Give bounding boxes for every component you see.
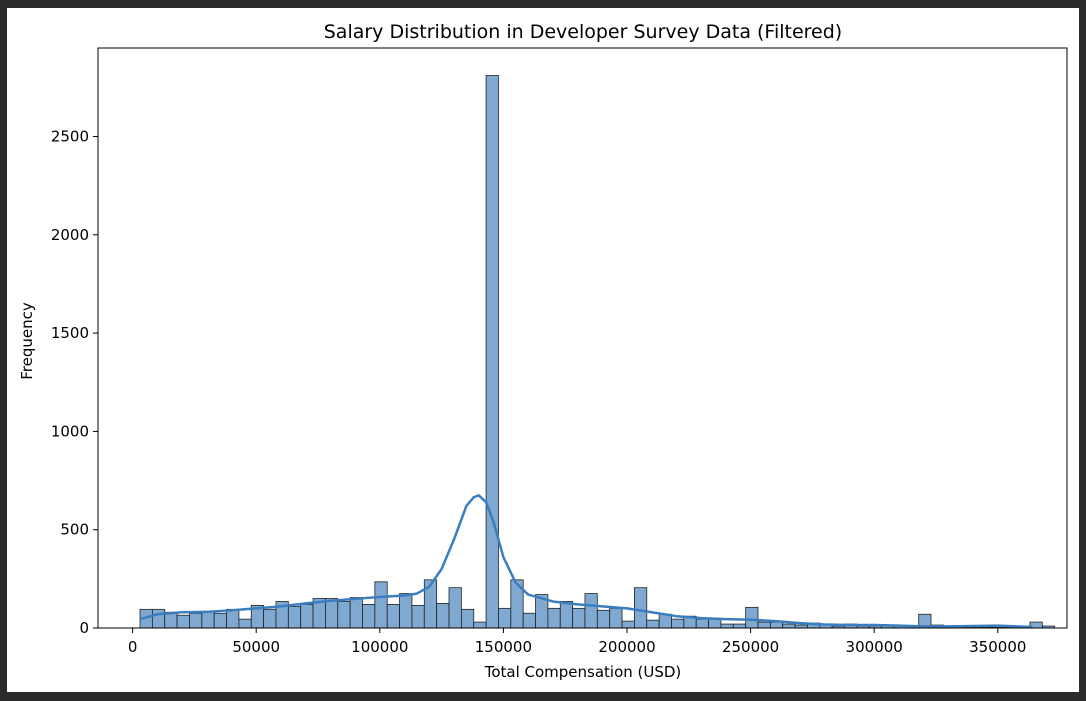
histogram-bar [337, 601, 351, 629]
histogram-bar [473, 621, 487, 629]
histogram-bar [238, 618, 252, 629]
x-tick-label: 300000 [846, 638, 903, 656]
histogram-bar [176, 614, 190, 629]
histogram-bar [287, 605, 302, 629]
histogram-bar [646, 619, 660, 629]
histogram-bar [695, 618, 709, 629]
histogram-bar [300, 604, 314, 629]
histogram-bar [386, 604, 400, 629]
histogram-bar [349, 597, 363, 629]
x-tick-label: 50000 [232, 638, 280, 656]
histogram-bar [226, 608, 240, 629]
histogram-bar [374, 581, 388, 629]
chart-title: Salary Distribution in Developer Survey … [324, 21, 842, 43]
histogram-bar [621, 620, 635, 629]
kde-line [139, 494, 1033, 629]
chart-frame: Salary Distribution in Developer Survey … [7, 8, 1079, 692]
histogram-bar [596, 609, 611, 629]
histogram-bar [189, 612, 203, 629]
x-axis-label: Total Compensation (USD) [484, 663, 682, 681]
histogram-bar [460, 608, 475, 629]
histogram-bar [584, 593, 598, 629]
y-tick-label: 1500 [51, 324, 89, 342]
y-tick-label: 2500 [51, 127, 89, 145]
histogram-bar [213, 612, 227, 629]
histogram-bar [745, 606, 759, 629]
histogram-bar [151, 608, 166, 629]
histogram-bar [448, 587, 462, 629]
plot-area-border [97, 47, 1068, 629]
histogram-bar [522, 612, 536, 629]
histogram-bar [436, 603, 450, 629]
histogram-bar [201, 610, 215, 629]
x-tick-label: 200000 [598, 638, 655, 656]
histogram-chart: Salary Distribution in Developer Survey … [18, 21, 1068, 681]
histogram-bar [547, 607, 561, 629]
histogram-bar [634, 587, 648, 629]
y-tick-label: 1000 [51, 422, 89, 440]
histogram-bar [263, 608, 277, 629]
y-tick-label: 0 [79, 619, 89, 637]
x-tick-label: 0 [128, 638, 138, 656]
histogram-bar [769, 621, 784, 629]
x-tick-label: 150000 [475, 638, 532, 656]
histogram-bar [559, 601, 574, 629]
histogram-bar [757, 621, 771, 629]
y-tick-label: 2000 [51, 226, 89, 244]
histogram-bar [411, 604, 425, 629]
x-tick-label: 100000 [351, 638, 408, 656]
histogram-bar [362, 604, 376, 629]
histogram-bar [485, 75, 499, 629]
x-tick-label: 350000 [969, 638, 1026, 656]
x-tick-label: 250000 [722, 638, 779, 656]
histogram-bar [572, 607, 586, 629]
histogram-bar [609, 607, 623, 629]
histogram-bar [325, 598, 339, 629]
histogram-bar [498, 607, 512, 629]
y-tick-label: 500 [60, 521, 89, 539]
histogram-bar [671, 618, 685, 629]
y-axis-label: Frequency [18, 302, 36, 380]
histogram-bar [399, 593, 413, 629]
histogram-bar [720, 623, 734, 629]
histogram-bar [732, 623, 747, 629]
histogram-bar [782, 623, 796, 629]
